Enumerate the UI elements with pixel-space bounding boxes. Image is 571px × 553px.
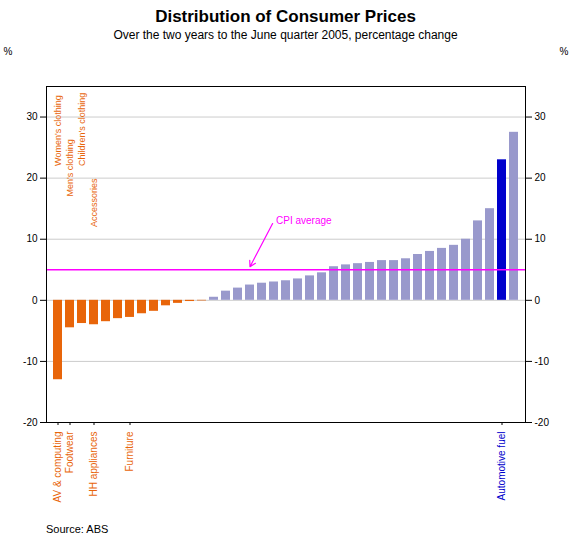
- svg-text:30: 30: [26, 111, 38, 122]
- svg-text:HH appliances: HH appliances: [88, 432, 99, 497]
- svg-text:-20: -20: [23, 417, 38, 428]
- svg-text:CPI average: CPI average: [276, 215, 332, 226]
- svg-text:20: 20: [26, 172, 38, 183]
- svg-text:Men's clothing: Men's clothing: [65, 139, 75, 196]
- html-text:Over the two years to the June: Over the two years to the June quarter 2…: [113, 28, 458, 42]
- svg-text:Children's clothing: Children's clothing: [77, 93, 87, 166]
- html-text:Distribution of Consumer Price: Distribution of Consumer Prices: [155, 7, 416, 26]
- svg-text:Furniture: Furniture: [124, 431, 135, 471]
- svg-text:Footwear: Footwear: [64, 431, 75, 473]
- svg-text:%: %: [4, 46, 13, 57]
- svg-text:-10: -10: [535, 356, 550, 367]
- svg-text:-10: -10: [23, 356, 38, 367]
- svg-text:0: 0: [32, 295, 38, 306]
- svg-text:-20: -20: [535, 417, 550, 428]
- svg-text:AV & computing: AV & computing: [52, 432, 63, 503]
- html-text:Source: ABS: Source: ABS: [46, 523, 109, 535]
- svg-text:10: 10: [26, 233, 38, 244]
- svg-text:Accessories: Accessories: [89, 178, 99, 227]
- svg-text:10: 10: [535, 233, 547, 244]
- svg-text:Automotive fuel: Automotive fuel: [496, 432, 507, 501]
- svg-text:%: %: [560, 46, 569, 57]
- svg-text:20: 20: [535, 172, 547, 183]
- svg-text:0: 0: [535, 295, 541, 306]
- svg-text:30: 30: [535, 111, 547, 122]
- svg-text:Women's clothing: Women's clothing: [53, 95, 63, 166]
